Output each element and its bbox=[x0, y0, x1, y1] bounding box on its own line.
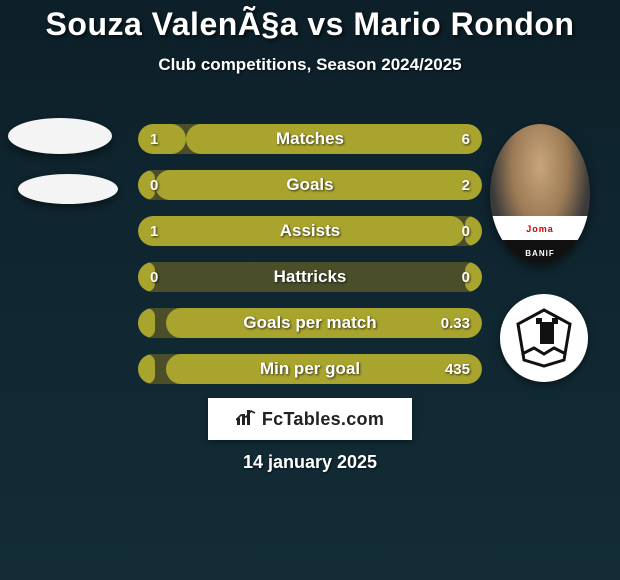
stat-label: Matches bbox=[138, 124, 482, 154]
comparison-card: Souza ValenÃ§a vs Mario Rondon Club comp… bbox=[0, 0, 620, 580]
stat-row: 02Goals bbox=[138, 170, 482, 200]
chart-icon bbox=[236, 408, 256, 431]
player-left-avatar-placeholder-2 bbox=[18, 174, 118, 204]
stat-label: Min per goal bbox=[138, 354, 482, 384]
stat-label: Hattricks bbox=[138, 262, 482, 292]
page-subtitle: Club competitions, Season 2024/2025 bbox=[0, 55, 620, 75]
stats-container: 16Matches 02Goals 10Assists 00Hattricks 0.33… bbox=[138, 124, 482, 400]
stat-row: 00Hattricks bbox=[138, 262, 482, 292]
jersey-sponsor: BANIF bbox=[490, 249, 590, 258]
stat-row: 16Matches bbox=[138, 124, 482, 154]
stat-label: Assists bbox=[138, 216, 482, 246]
player-left-avatar-placeholder-1 bbox=[8, 118, 112, 154]
page-title: Souza ValenÃ§a vs Mario Rondon bbox=[0, 0, 620, 43]
stat-row: 0.33Goals per match bbox=[138, 308, 482, 338]
player-right-avatar: Joma BANIF bbox=[490, 124, 590, 264]
branding-text: FcTables.com bbox=[262, 409, 384, 430]
club-logo-right bbox=[500, 294, 588, 382]
branding-badge[interactable]: FcTables.com bbox=[208, 398, 412, 440]
stat-label: Goals per match bbox=[138, 308, 482, 338]
stat-row: 10Assists bbox=[138, 216, 482, 246]
date-label: 14 january 2025 bbox=[0, 452, 620, 473]
stat-row: 435Min per goal bbox=[138, 354, 482, 384]
shield-icon bbox=[514, 308, 574, 368]
stat-label: Goals bbox=[138, 170, 482, 200]
jersey-brand: Joma bbox=[490, 224, 590, 234]
